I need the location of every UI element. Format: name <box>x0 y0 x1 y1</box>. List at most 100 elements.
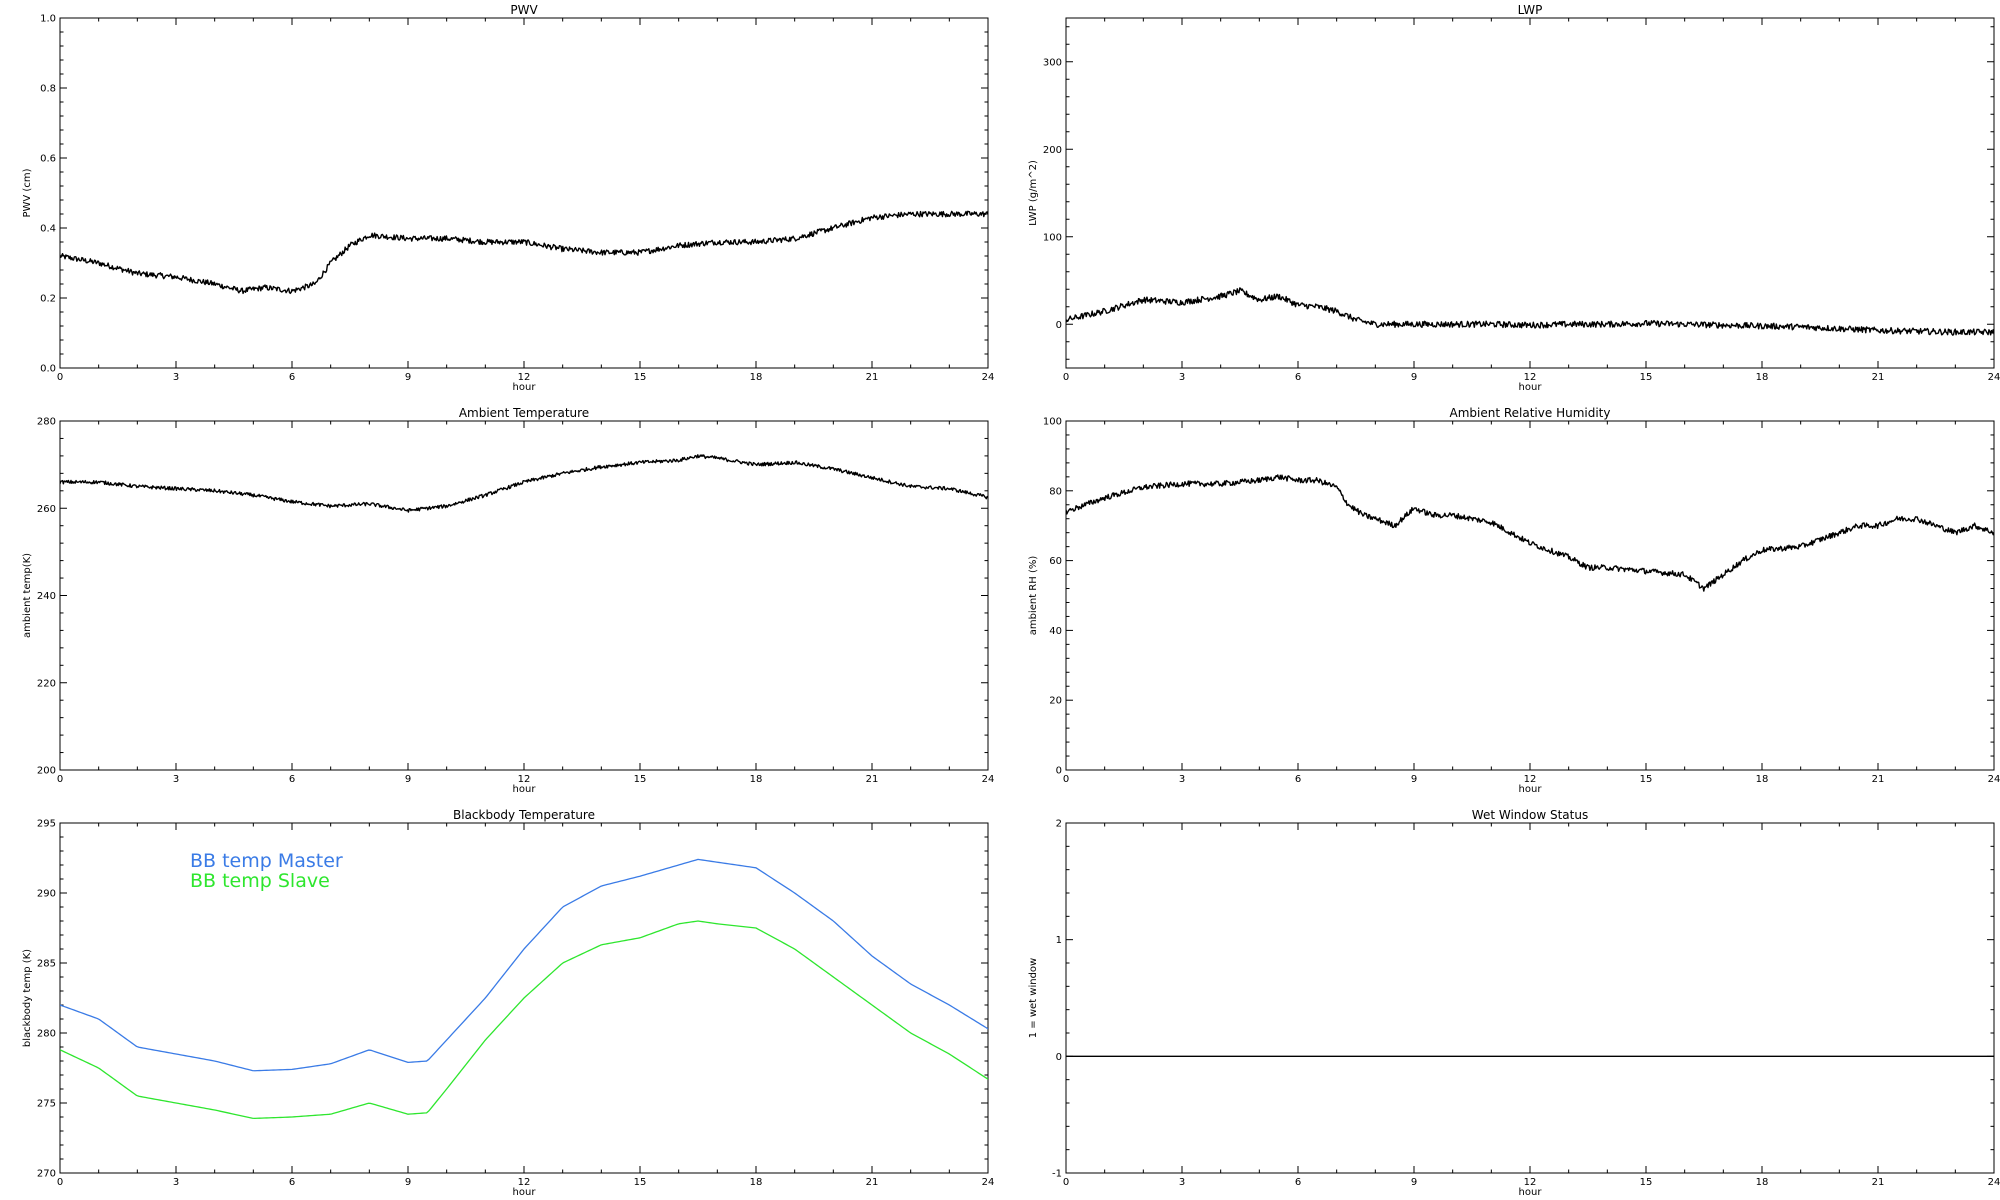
panel-title: PWV <box>510 3 538 17</box>
panel-title: Blackbody Temperature <box>453 808 595 822</box>
panel-title: Wet Window Status <box>1472 808 1588 822</box>
x-tick-label: 18 <box>750 1177 763 1188</box>
y-tick-label: 280 <box>37 417 56 428</box>
x-tick-label: 24 <box>1988 1177 2000 1188</box>
y-tick-label: 240 <box>37 591 56 602</box>
y-tick-label: 2 <box>1056 819 1062 830</box>
y-tick-label: 295 <box>37 819 56 830</box>
x-tick-label: 18 <box>750 372 763 383</box>
plot-frame <box>1065 822 1995 1174</box>
x-tick-label: 3 <box>1179 1177 1185 1188</box>
y-tick-label: 285 <box>37 959 56 970</box>
x-tick-label: 6 <box>1295 774 1301 785</box>
x-tick-label: 9 <box>1411 774 1417 785</box>
y-tick-label: 260 <box>37 504 56 515</box>
series-group <box>1066 474 1994 592</box>
x-tick-label: 12 <box>518 774 531 785</box>
panel-ambient-relative-humidity: Ambient Relative Humidity 0 3 6 9 12 15 18 21 24 h… <box>1028 406 2000 795</box>
y-axis-label: ambient temp(K) <box>22 553 33 638</box>
y-tick-label: 20 <box>1049 696 1062 707</box>
x-tick-label: 12 <box>1524 1177 1537 1188</box>
panel-ambient-temperature: Ambient Temperature 0 3 6 9 12 15 18 21 24 hour 200… <box>22 406 994 795</box>
panel-lwp: LWP 0 3 6 9 12 15 18 21 24 hour 0 100 200 300 LWP (g/m^… <box>1028 3 2000 393</box>
x-tick-label: 3 <box>173 372 179 383</box>
plot-frame <box>59 17 989 369</box>
y-axis-label: LWP (g/m^2) <box>1028 160 1039 226</box>
x-tick-label: 18 <box>1756 372 1769 383</box>
series-line-1 <box>1066 287 1994 336</box>
x-tick-label: 12 <box>518 372 531 383</box>
y-tick-label: 0 <box>1056 320 1062 331</box>
y-tick-label: 40 <box>1049 626 1062 637</box>
y-tick-label: 60 <box>1049 556 1062 567</box>
series-line-2 <box>60 920 988 1119</box>
x-tick-label: 0 <box>57 1177 63 1188</box>
x-tick-label: 15 <box>1640 1177 1653 1188</box>
y-tick-label: 80 <box>1049 486 1062 497</box>
x-tick-label: 0 <box>57 774 63 785</box>
y-tick-label: 200 <box>37 766 56 777</box>
y-tick-label: 0.8 <box>40 84 56 95</box>
x-axis-label: hour <box>513 784 537 795</box>
y-tick-label: 100 <box>1043 232 1062 243</box>
x-tick-label: 9 <box>1411 1177 1417 1188</box>
x-tick-label: 3 <box>173 774 179 785</box>
x-tick-label: 18 <box>1756 774 1769 785</box>
x-tick-label: 21 <box>866 774 879 785</box>
y-axis-label: blackbody temp (K) <box>22 949 33 1047</box>
x-tick-label: 24 <box>982 372 995 383</box>
x-tick-label: 15 <box>1640 774 1653 785</box>
y-axis-label: ambient RH (%) <box>1028 556 1039 636</box>
x-tick-label: 0 <box>1063 1177 1069 1188</box>
x-axis-label: hour <box>513 1187 537 1198</box>
series-line-1 <box>1066 474 1994 592</box>
x-tick-label: 12 <box>1524 774 1537 785</box>
x-tick-label: 24 <box>982 1177 995 1188</box>
y-axis-label: PWV (cm) <box>22 168 33 217</box>
x-tick-label: 0 <box>57 372 63 383</box>
x-axis-label: hour <box>1519 1187 1543 1198</box>
x-tick-label: 9 <box>405 1177 411 1188</box>
x-tick-label: 18 <box>1756 1177 1769 1188</box>
series-group <box>1066 287 1994 336</box>
x-tick-label: 15 <box>634 774 647 785</box>
y-tick-label: 270 <box>37 1169 56 1180</box>
panel-title: LWP <box>1518 3 1543 17</box>
x-tick-label: 21 <box>1872 774 1885 785</box>
series-line-1 <box>60 858 988 1072</box>
legend-entry: BB temp Master <box>190 850 343 872</box>
x-tick-label: 6 <box>289 1177 295 1188</box>
x-tick-label: 24 <box>982 774 995 785</box>
x-tick-label: 21 <box>1872 1177 1885 1188</box>
x-tick-label: 24 <box>1988 774 2000 785</box>
x-tick-label: 15 <box>1640 372 1653 383</box>
x-tick-label: 9 <box>405 774 411 785</box>
y-tick-label: -1 <box>1052 1169 1062 1180</box>
y-tick-label: 0.4 <box>40 224 56 235</box>
y-tick-label: 100 <box>1043 417 1062 428</box>
series-line-1 <box>60 210 988 295</box>
y-tick-label: 1 <box>1056 935 1062 946</box>
x-tick-label: 6 <box>1295 1177 1301 1188</box>
x-tick-label: 6 <box>289 372 295 383</box>
x-tick-label: 9 <box>405 372 411 383</box>
y-tick-label: 200 <box>1043 145 1062 156</box>
y-tick-label: 280 <box>37 1029 56 1040</box>
series-line-1 <box>60 454 988 513</box>
x-tick-label: 24 <box>1988 372 2000 383</box>
x-tick-label: 6 <box>1295 372 1301 383</box>
x-tick-label: 6 <box>289 774 295 785</box>
x-tick-label: 0 <box>1063 774 1069 785</box>
series-group <box>60 210 988 295</box>
y-tick-label: 0.2 <box>40 294 56 305</box>
x-tick-label: 12 <box>518 1177 531 1188</box>
x-tick-label: 15 <box>634 1177 647 1188</box>
y-tick-label: 0.0 <box>40 364 56 375</box>
legend-entry: BB temp Slave <box>190 870 330 892</box>
x-tick-label: 15 <box>634 372 647 383</box>
x-tick-label: 12 <box>1524 372 1537 383</box>
y-tick-label: 300 <box>1043 57 1062 68</box>
plot-frame <box>1065 17 1995 369</box>
